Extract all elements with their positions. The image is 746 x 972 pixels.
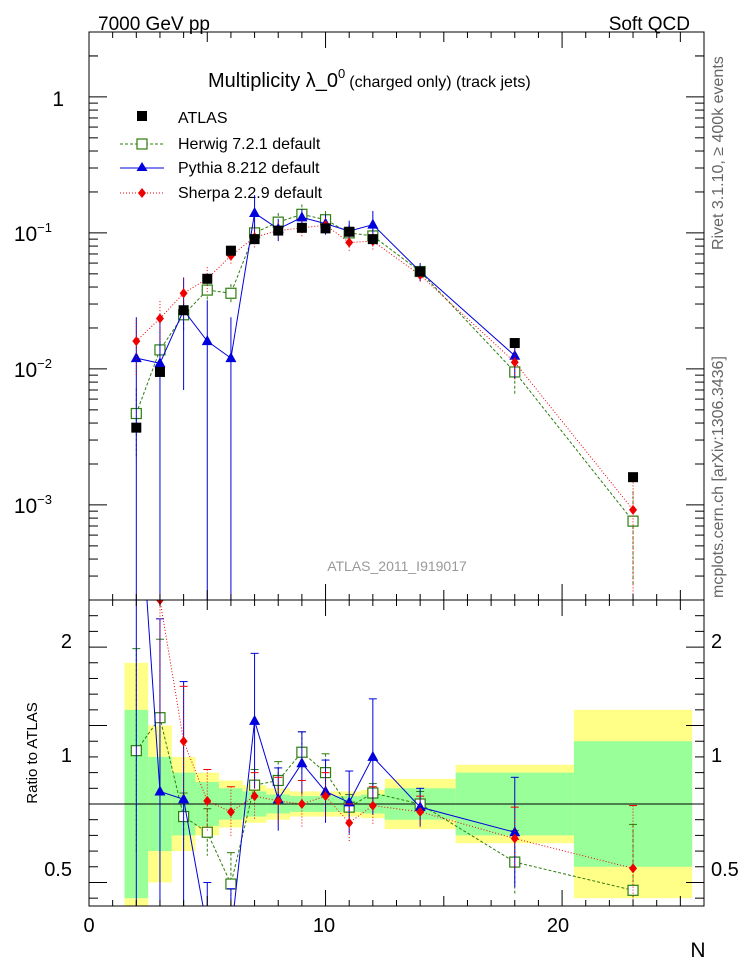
ratio-point-pythia (225, 930, 236, 940)
data-point-atlas (225, 245, 236, 256)
chart-title: Multiplicity λ_00 (charged only) (track j… (208, 66, 531, 92)
ratio-point-pythia (178, 793, 190, 804)
data-point-sherpa (179, 288, 188, 299)
ratio-point-pythia (154, 785, 166, 796)
main-y-tick-label: 10−3 (14, 492, 52, 518)
ratio-point-herwig (225, 878, 237, 890)
ratio-y-tick-label-right: 1 (711, 745, 722, 767)
ratio-uncertainty-bands (89, 662, 704, 906)
ratio-point-sherpa (368, 800, 377, 811)
ratio-line-pythia (146, 600, 515, 906)
series-line-pythia (136, 212, 516, 364)
data-point-atlas (509, 338, 520, 349)
data-point-sherpa (155, 313, 164, 324)
ratio-y-tick-label: 0.5 (44, 859, 72, 881)
data-point-atlas (249, 234, 260, 245)
ratio-point-sherpa (274, 795, 283, 806)
data-point-atlas (320, 223, 331, 234)
data-point-atlas (415, 266, 426, 277)
mcplots-source-label: mcplots.cern.ch [arXiv:1306.3436] (710, 356, 727, 598)
legend-pythia-marker (136, 162, 148, 171)
ratio-point-sherpa (132, 281, 140, 291)
data-point-atlas (628, 472, 639, 483)
ratio-point-pythia (202, 924, 213, 934)
ratio-y-tick-label-right: 2 (711, 631, 722, 653)
data-point-atlas (202, 273, 213, 284)
data-point-sherpa (345, 237, 354, 248)
axes-frames (88, 31, 705, 907)
data-point-atlas (178, 305, 189, 316)
data-point-pythia (296, 211, 308, 222)
analysis-watermark: ATLAS_2011_I919017 (327, 558, 467, 574)
ratio-y-tick-label: 2 (61, 631, 72, 653)
x-tick-label: 10 (313, 915, 335, 937)
main-y-tick-label: 10−1 (14, 220, 52, 246)
data-point-atlas (273, 225, 284, 236)
data-point-atlas (131, 422, 142, 433)
ratio-point-pythia (320, 785, 332, 796)
header-energy-label: 7000 GeV pp (98, 14, 210, 35)
data-point-herwig (225, 287, 237, 299)
main-y-tick-label: 1 (52, 88, 64, 111)
x-tick-label: 0 (83, 915, 94, 937)
main-y-tick-label: 10−2 (14, 356, 52, 382)
chart-title-main: Multiplicity λ_0 (208, 70, 338, 92)
legend-herwig-label: Herwig 7.2.1 default (178, 136, 321, 153)
data-point-atlas (344, 226, 355, 237)
rivet-version-label: Rivet 3.1.10, ≥ 400k events (710, 56, 727, 250)
ratio-point-sherpa (179, 736, 188, 747)
series-line-herwig (135, 213, 634, 522)
data-point-atlas (367, 234, 378, 245)
legend-sherpa-label: Sherpa 2.2.9 default (178, 185, 323, 202)
ratio-point-pythia (367, 750, 379, 761)
ratio-point-sherpa (416, 806, 425, 817)
ratio-point-sherpa (345, 817, 354, 828)
data-point-pythia (367, 218, 379, 229)
legend-sherpa-marker (138, 188, 146, 198)
data-point-pythia (225, 352, 237, 363)
ratio-y-axis-title: Ratio to ATLAS (24, 702, 41, 803)
legend-herwig-marker (136, 138, 148, 150)
ratio-y-tick-label-right: 0.5 (711, 859, 739, 881)
data-point-atlas (296, 222, 307, 233)
chart-title-subtitle: (charged only) (track jets) (349, 74, 530, 91)
ratio-point-sherpa (297, 799, 306, 809)
ratio-point-sherpa (250, 791, 259, 802)
chart-title-superscript: 0 (338, 66, 345, 81)
ratio-point-sherpa (321, 791, 330, 802)
ratio-panel-marks (130, 281, 639, 940)
data-point-atlas (154, 366, 165, 377)
data-marks (130, 194, 639, 940)
data-point-sherpa (132, 336, 141, 347)
data-point-pythia (130, 352, 142, 363)
ratio-line-sherpa (159, 600, 634, 869)
data-point-sherpa (510, 357, 519, 368)
legend-atlas-label: ATLAS (178, 110, 228, 127)
ratio-point-pythia (249, 714, 261, 725)
x-axis-title: N (690, 939, 705, 962)
ratio-point-sherpa (226, 806, 235, 817)
legend: ATLAS Herwig 7.2.1 default Pythia 8.212 … (120, 110, 323, 202)
legend-atlas-marker (137, 111, 147, 121)
legend-pythia-label: Pythia 8.212 default (178, 160, 320, 177)
ratio-point-pythia (296, 757, 308, 768)
header-category-label: Soft QCD (609, 14, 690, 35)
data-point-sherpa (629, 504, 638, 515)
data-point-herwig (201, 284, 213, 296)
main-panel-marks (130, 194, 639, 600)
ratio-point-sherpa (629, 863, 638, 874)
ratio-point-sherpa (203, 795, 212, 806)
series-line-sherpa (135, 224, 634, 511)
ratio-point-sherpa (510, 833, 519, 844)
data-point-pythia (154, 357, 166, 368)
data-point-pythia (249, 207, 261, 218)
x-tick-label: 20 (547, 915, 569, 937)
data-point-pythia (201, 335, 213, 346)
ratio-y-tick-label: 1 (61, 745, 72, 767)
